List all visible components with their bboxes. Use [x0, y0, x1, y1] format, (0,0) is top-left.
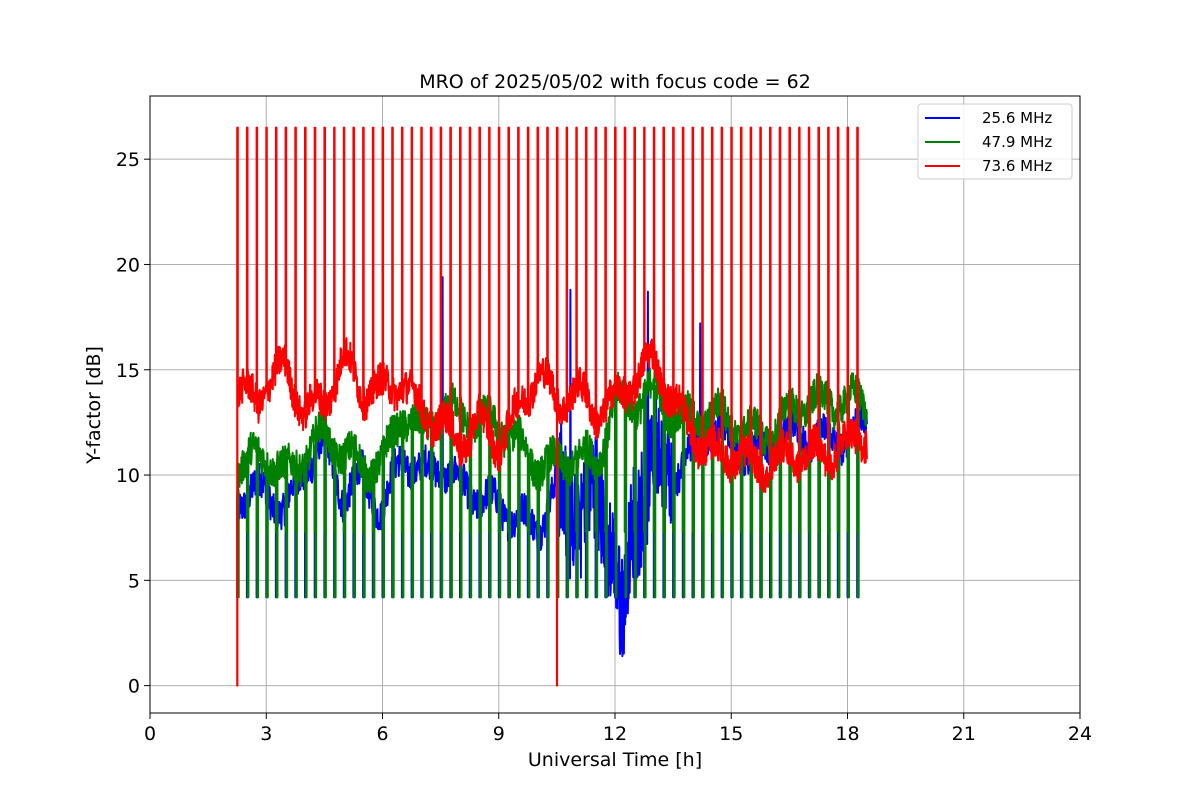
legend-box — [917, 103, 1073, 180]
x-tick-label: 18 — [835, 723, 859, 745]
tick-layer: 0 3 6 9 12 15 18 21 24 0 5 10 15 20 25 — [116, 149, 1092, 745]
y-tick-label: 10 — [116, 465, 140, 487]
y-tick-label: 15 — [116, 360, 140, 382]
x-tick-label: 12 — [603, 723, 627, 745]
x-tick-label: 24 — [1068, 723, 1092, 745]
chart-title: MRO of 2025/05/02 with focus code = 62 — [419, 71, 811, 93]
y-tick-label: 5 — [128, 570, 140, 592]
x-tick-label: 0 — [144, 723, 156, 745]
x-tick-label: 9 — [493, 723, 505, 745]
y-tick-label: 0 — [128, 676, 140, 698]
legend-label: 47.9 MHz — [982, 133, 1052, 151]
legend-label: 25.6 MHz — [982, 109, 1052, 127]
y-tick-label: 25 — [116, 149, 140, 171]
x-axis-label: Universal Time [h] — [528, 749, 702, 771]
legend: 25.6 MHz 47.9 MHz 73.6 MHz — [917, 103, 1073, 180]
x-tick-label: 3 — [260, 723, 272, 745]
y-axis-label: Y-factor [dB] — [83, 346, 105, 465]
y-tick-label: 20 — [116, 254, 140, 276]
series-layer — [236, 126, 868, 687]
x-tick-label: 21 — [952, 723, 976, 745]
series-line-73-6-mhz — [236, 126, 868, 687]
x-tick-label: 15 — [719, 723, 743, 745]
x-tick-label: 6 — [376, 723, 388, 745]
legend-label: 73.6 MHz — [982, 157, 1052, 175]
